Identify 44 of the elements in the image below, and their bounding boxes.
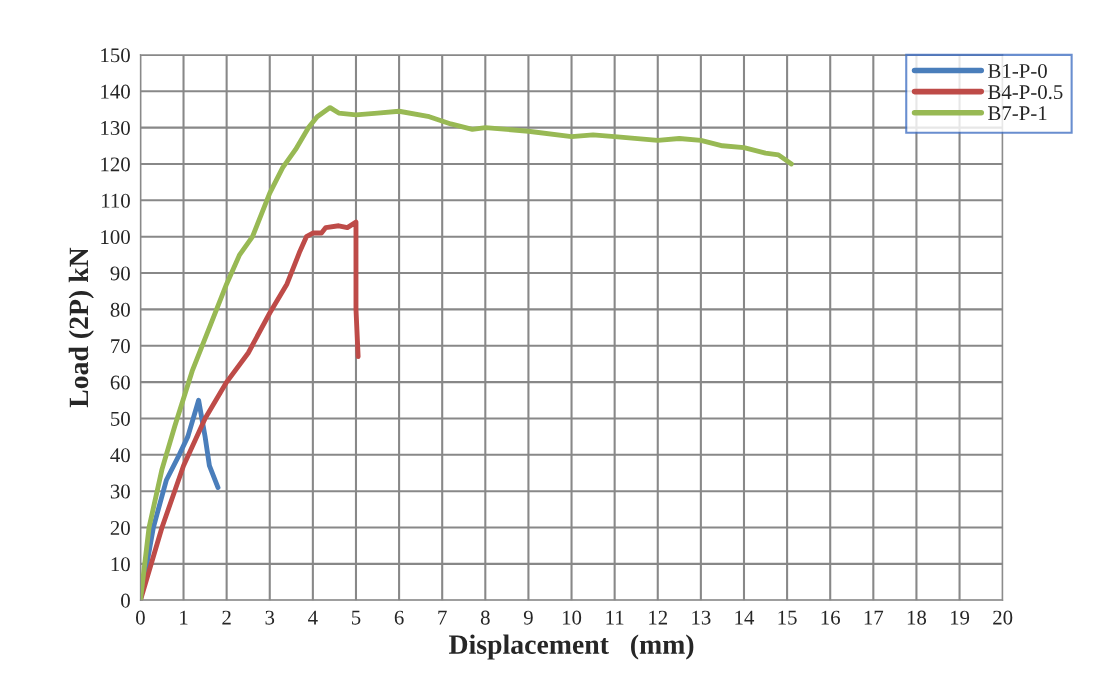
x-tick-label: 10: [562, 610, 582, 625]
x-tick-label: 19: [950, 610, 970, 625]
x-tick-label: 17: [864, 610, 884, 625]
y-tick-label: 110: [102, 193, 130, 208]
x-tick-label: 9: [523, 610, 533, 625]
y-tick-label: 150: [101, 48, 130, 63]
y-tick-label: 120: [101, 157, 130, 172]
x-tick-label: 0: [136, 610, 145, 625]
y-tick-label: 70: [111, 339, 130, 354]
y-tick-label: 140: [101, 84, 130, 99]
x-tick-label: 13: [692, 610, 711, 625]
x-tick-label: 3: [265, 610, 275, 625]
x-tick-label: 7: [438, 610, 447, 625]
x-axis-title: Displacement (mm): [448, 634, 694, 660]
y-tick-label: 10: [111, 557, 130, 572]
y-tick-label: 0: [121, 593, 130, 608]
line-series: [140, 105, 794, 601]
legend-label: B4-P-0.5: [988, 85, 1063, 100]
legend-label: B7-P-1: [988, 106, 1047, 121]
x-tick-label: 5: [351, 610, 361, 625]
x-tick-label: 6: [394, 610, 404, 625]
legend-label: B1-P-0: [988, 63, 1047, 78]
x-tick-label: 20: [993, 610, 1013, 625]
y-tick-label: 30: [110, 484, 130, 499]
x-tick-label: 2: [222, 610, 231, 625]
y-tick-label: 80: [110, 302, 130, 317]
x-tick-label: 16: [821, 610, 840, 625]
y-tick-label: 40: [110, 448, 130, 463]
x-tick-label: 8: [480, 610, 490, 625]
x-tick-label: 15: [778, 610, 797, 625]
y-tick-label: 130: [101, 120, 130, 136]
y-tick-label: 50: [111, 411, 130, 426]
x-tick-label: 18: [907, 610, 927, 625]
x-tick-label: 11: [606, 610, 624, 625]
y-tick-label: 90: [110, 266, 130, 281]
line-series: [140, 219, 361, 601]
x-tick-label: 12: [649, 610, 668, 625]
y-tick-label: 60: [110, 375, 130, 390]
x-tick-label: 4: [308, 610, 318, 625]
y-axis-title: Load (2P) kN: [68, 247, 94, 408]
y-tick-label: 20: [110, 520, 130, 535]
x-tick-label: 14: [735, 610, 755, 625]
x-tick-label: 1: [180, 610, 188, 625]
y-tick-label: 100: [101, 230, 130, 245]
